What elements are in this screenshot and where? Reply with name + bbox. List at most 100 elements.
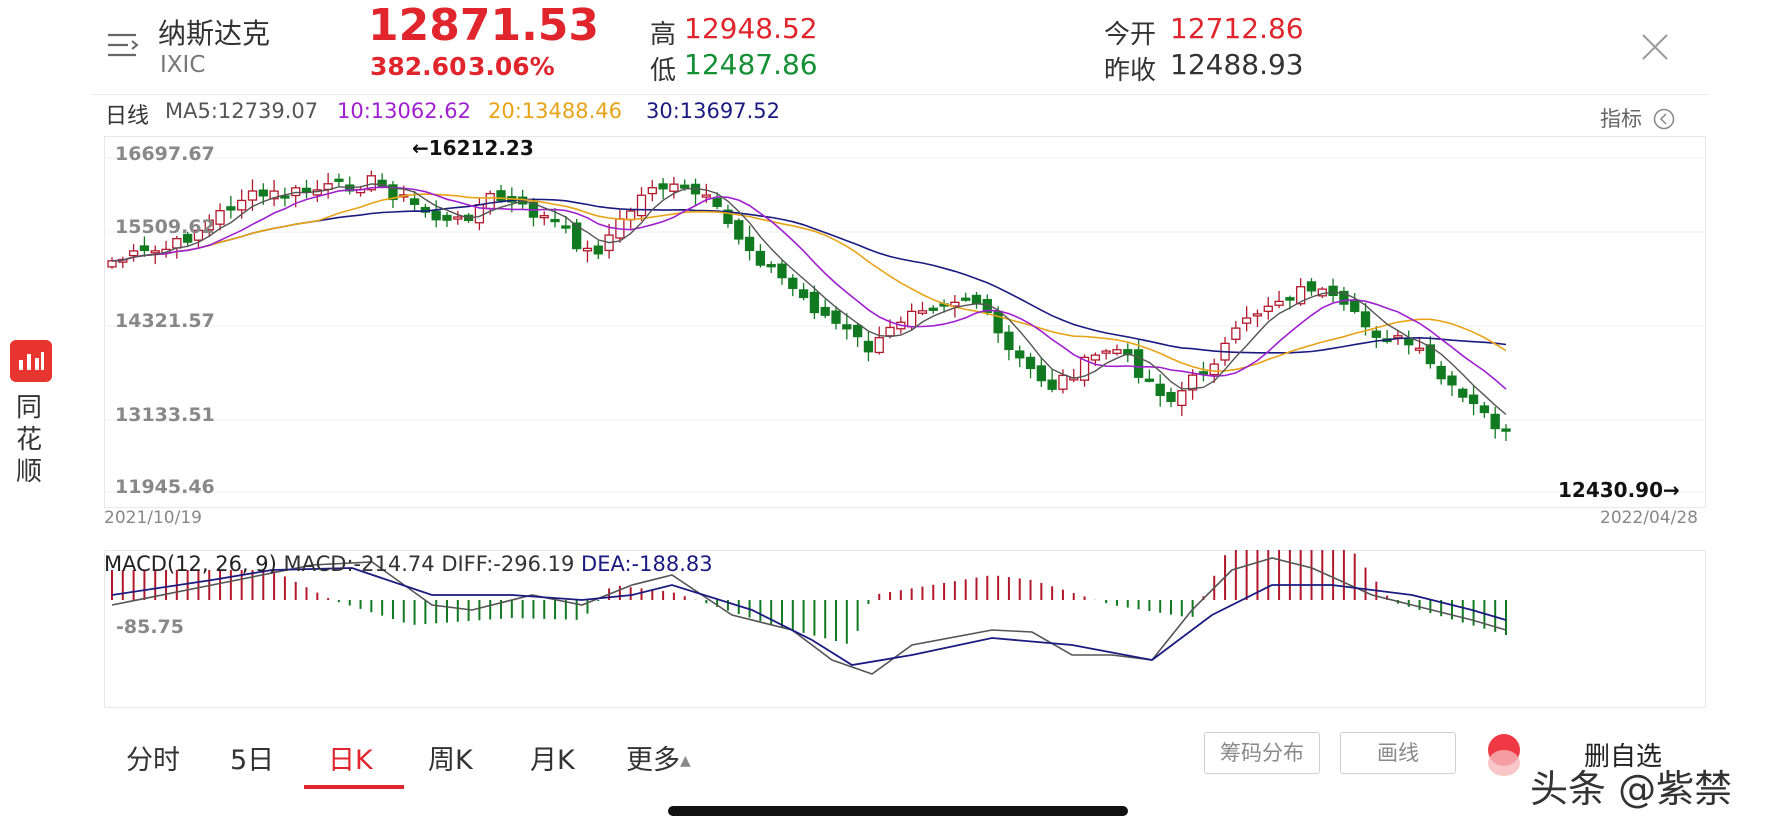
candle-body bbox=[280, 195, 290, 199]
home-indicator[interactable] bbox=[668, 806, 1128, 816]
candle-body bbox=[1058, 374, 1068, 390]
candle-body bbox=[1231, 327, 1241, 340]
ma20-value: 20:13488.46 bbox=[488, 99, 622, 123]
macd-chart-panel[interactable] bbox=[104, 550, 1706, 708]
candle-body bbox=[971, 294, 982, 305]
menu-icon[interactable] bbox=[106, 30, 142, 60]
candle-body bbox=[1015, 350, 1025, 359]
candle-body bbox=[907, 310, 917, 328]
candle-body bbox=[1404, 337, 1414, 346]
candle-body bbox=[755, 250, 766, 266]
candle-body bbox=[258, 189, 268, 197]
candle-body bbox=[712, 198, 722, 207]
candle-body bbox=[647, 187, 657, 195]
price-change-pct: 3.06% bbox=[468, 52, 555, 81]
chevron-left-circle-icon bbox=[1653, 108, 1674, 130]
tab-weekly-k[interactable]: 周K bbox=[428, 745, 473, 776]
candle-body bbox=[193, 229, 204, 241]
draw-line-button[interactable]: 画线 bbox=[1340, 732, 1456, 774]
tab-5day[interactable]: 5日 bbox=[230, 745, 275, 776]
candle-body bbox=[626, 210, 636, 221]
tab-intraday[interactable]: 分时 bbox=[126, 745, 180, 776]
candle-body bbox=[917, 310, 928, 314]
candle-body bbox=[539, 215, 549, 219]
close-icon[interactable] bbox=[1640, 32, 1670, 62]
candle-body bbox=[1123, 349, 1133, 356]
candle-body bbox=[874, 337, 884, 354]
candle-body bbox=[107, 260, 117, 268]
candle-body bbox=[247, 190, 258, 201]
candle-body bbox=[961, 297, 971, 301]
candle-body bbox=[636, 194, 647, 217]
low-value: 12487.86 bbox=[684, 48, 818, 81]
candle-body bbox=[1296, 286, 1306, 305]
candle-body bbox=[993, 310, 1003, 334]
candle-body bbox=[766, 264, 776, 268]
candle-body bbox=[831, 310, 841, 324]
candle-body bbox=[1187, 374, 1198, 391]
candle-body bbox=[1036, 365, 1046, 382]
macd-value: MACD:-214.74 bbox=[283, 552, 435, 576]
candle-body bbox=[1306, 281, 1317, 292]
indicator-button[interactable]: 指标 bbox=[1600, 103, 1675, 133]
candle-body bbox=[215, 210, 225, 225]
y-label-5: 11945.46 bbox=[115, 476, 215, 498]
caret-up-icon: ▲ bbox=[680, 753, 691, 769]
price-change: 382.60 bbox=[370, 52, 467, 81]
candle-body bbox=[1447, 375, 1457, 386]
candle-body bbox=[1360, 311, 1371, 328]
candle-body bbox=[431, 210, 441, 221]
chips-distribution-button[interactable]: 筹码分布 bbox=[1204, 732, 1320, 774]
candle-body bbox=[1371, 330, 1381, 338]
tab-daily-k[interactable]: 日K bbox=[328, 745, 373, 776]
active-tab-underline bbox=[304, 785, 404, 789]
candle-body bbox=[1501, 428, 1511, 432]
kline-chart-panel[interactable] bbox=[104, 136, 1706, 508]
candle-body bbox=[128, 250, 139, 257]
candle-body bbox=[388, 184, 398, 201]
candle-body bbox=[777, 263, 787, 279]
candle-body bbox=[377, 179, 387, 187]
dea-line bbox=[111, 567, 1507, 666]
kline-chart[interactable] bbox=[104, 136, 1704, 506]
tab-more-label: 更多 bbox=[626, 745, 680, 776]
delete-watchlist-button[interactable]: 删自选 bbox=[1478, 726, 1678, 786]
tab-monthly-k[interactable]: 月K bbox=[530, 745, 575, 776]
delete-watchlist-label: 删自选 bbox=[1584, 742, 1663, 772]
ma10-line bbox=[111, 186, 1507, 390]
macd-chart[interactable] bbox=[104, 550, 1704, 706]
current-price: 12871.53 bbox=[368, 0, 600, 51]
header-divider bbox=[90, 94, 1710, 95]
candle-body bbox=[453, 216, 463, 220]
candle-body bbox=[744, 236, 755, 252]
candle-body bbox=[1414, 347, 1425, 351]
tab-more[interactable]: 更多▲ bbox=[626, 738, 691, 777]
candle-body bbox=[950, 301, 960, 307]
macd-level-label: -85.75 bbox=[116, 616, 184, 638]
candle-body bbox=[885, 326, 895, 337]
open-value: 12712.86 bbox=[1170, 12, 1304, 45]
stock-code: IXIC bbox=[160, 52, 206, 78]
candle-body bbox=[593, 245, 603, 255]
candle-body bbox=[334, 178, 344, 182]
candle-body bbox=[1490, 413, 1500, 430]
candle-body bbox=[561, 225, 571, 229]
high-value: 12948.52 bbox=[684, 12, 818, 45]
candle-body bbox=[550, 218, 560, 223]
ma5-value: MA5:12739.07 bbox=[165, 99, 319, 123]
ma30-line bbox=[111, 198, 1507, 354]
open-label: 今开 bbox=[1104, 20, 1157, 50]
candle-body bbox=[734, 220, 744, 240]
candle-body bbox=[1144, 378, 1155, 382]
candle-body bbox=[442, 214, 452, 221]
start-date: 2021/10/19 bbox=[104, 508, 202, 528]
app-logo-icon[interactable] bbox=[10, 340, 52, 382]
candle-body bbox=[1112, 349, 1122, 354]
indicator-label: 指标 bbox=[1600, 107, 1642, 131]
y-label-4: 13133.51 bbox=[115, 404, 215, 426]
candle-body bbox=[669, 183, 679, 192]
prev-close-label: 昨收 bbox=[1104, 56, 1157, 86]
candle-body bbox=[1079, 356, 1090, 381]
max-price-note: ←16212.23 bbox=[412, 136, 534, 160]
candle-body bbox=[1155, 383, 1165, 397]
